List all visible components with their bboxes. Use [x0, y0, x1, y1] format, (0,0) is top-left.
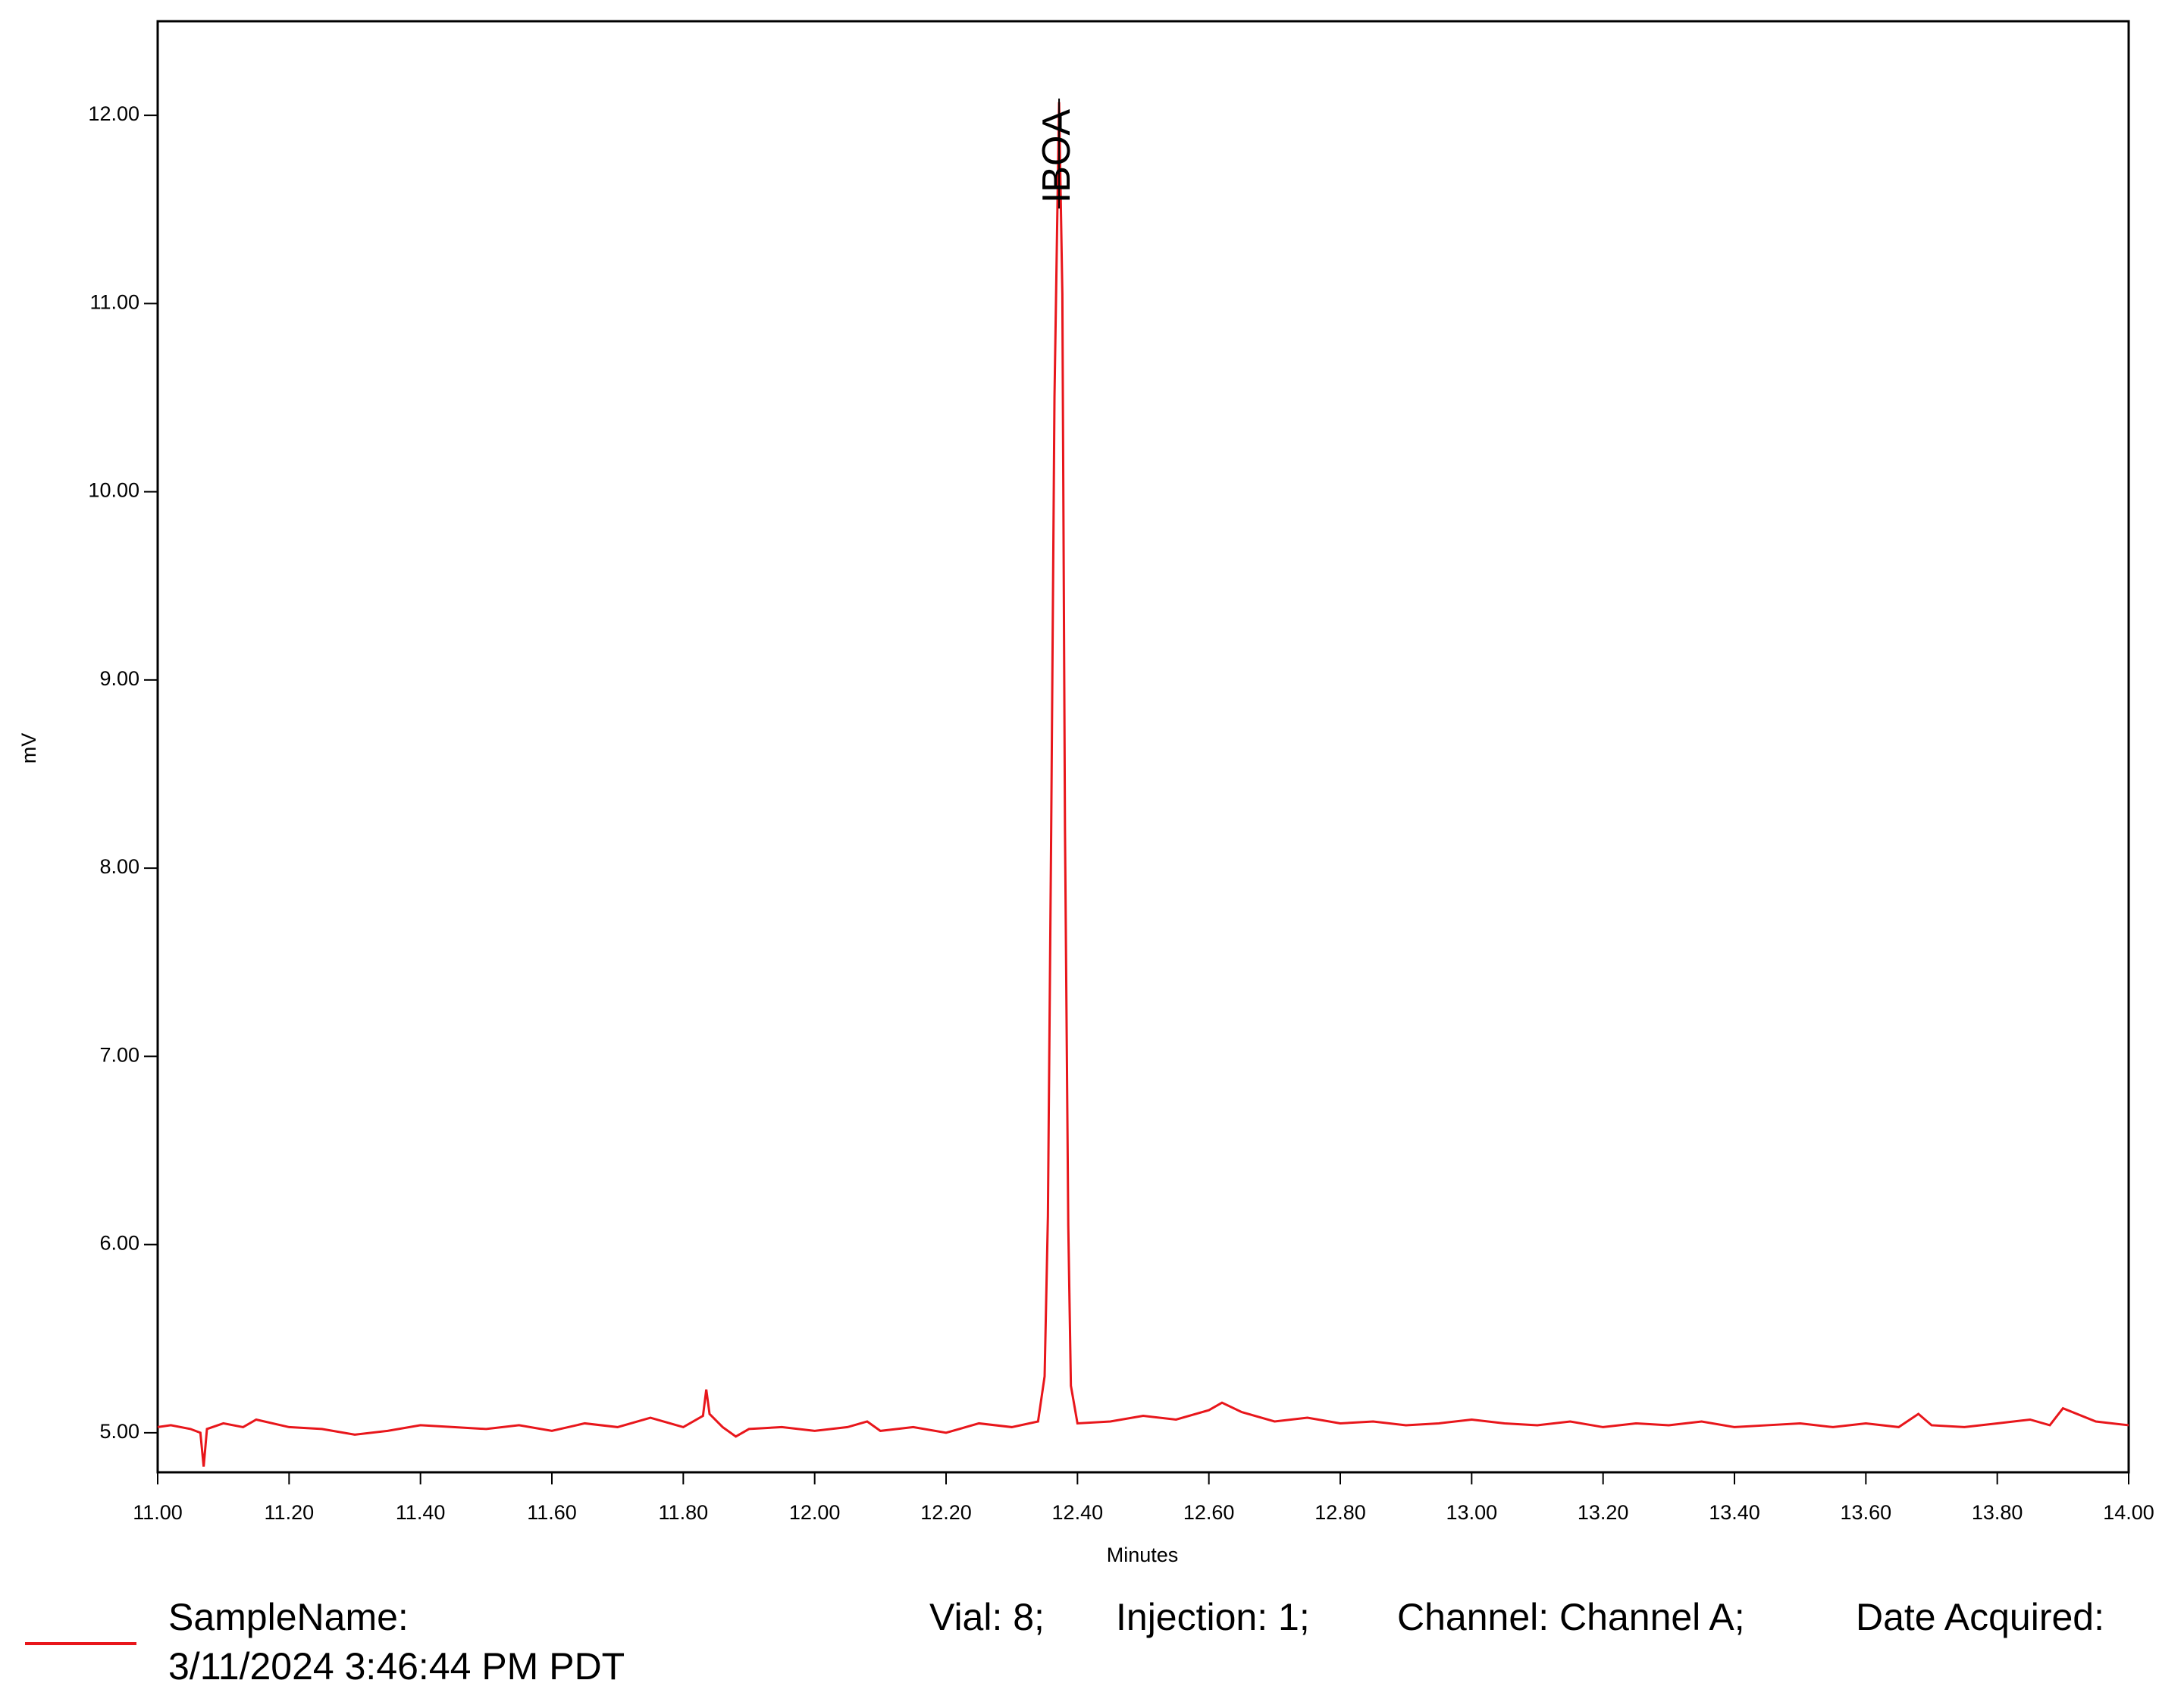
legend-text: Vial: 8;: [929, 1596, 1045, 1638]
y-tick-label: 5.00: [99, 1420, 139, 1443]
x-tick-label: 11.40: [396, 1501, 446, 1524]
peak-annotation: IBOA: [1035, 109, 1079, 204]
y-tick-label: 10.00: [88, 479, 139, 502]
x-tick-label: 11.60: [527, 1501, 577, 1524]
y-tick-label: 12.00: [88, 102, 139, 125]
plot-frame: [156, 20, 2130, 1474]
x-tick-label: 13.00: [1446, 1501, 1498, 1524]
x-axis-label: Minutes: [1107, 1544, 1179, 1566]
x-tick-label: 13.20: [1578, 1501, 1629, 1524]
y-axis-label: mV: [17, 733, 40, 764]
x-tick-label: 13.60: [1841, 1501, 1892, 1524]
y-tick-label: 9.00: [99, 667, 139, 690]
x-tick-label: 13.40: [1709, 1501, 1760, 1524]
y-tick-label: 6.00: [99, 1232, 139, 1255]
legend-text: Channel: Channel A;: [1397, 1596, 1745, 1638]
legend-text: Date Acquired:: [1856, 1596, 2104, 1638]
x-tick-label: 11.20: [265, 1501, 315, 1524]
data-line: [157, 102, 2129, 1467]
x-tick-label: 12.80: [1314, 1501, 1366, 1524]
x-tick-label: 12.60: [1183, 1501, 1235, 1524]
legend-text: SampleName:: [168, 1596, 409, 1638]
legend-text: Injection: 1;: [1116, 1596, 1310, 1638]
x-tick-label: 12.20: [920, 1501, 972, 1524]
x-tick-label: 12.40: [1052, 1501, 1104, 1524]
legend-text: 3/11/2024 3:46:44 PM PDT: [168, 1645, 625, 1688]
x-tick-label: 11.00: [133, 1501, 183, 1524]
y-tick-label: 7.00: [99, 1043, 139, 1066]
y-tick-label: 8.00: [99, 855, 139, 878]
x-tick-label: 12.00: [789, 1501, 841, 1524]
x-tick-label: 11.80: [659, 1501, 709, 1524]
x-tick-label: 13.80: [1972, 1501, 2023, 1524]
y-tick-label: 11.00: [89, 290, 139, 313]
x-tick-label: 14.00: [2103, 1501, 2154, 1524]
